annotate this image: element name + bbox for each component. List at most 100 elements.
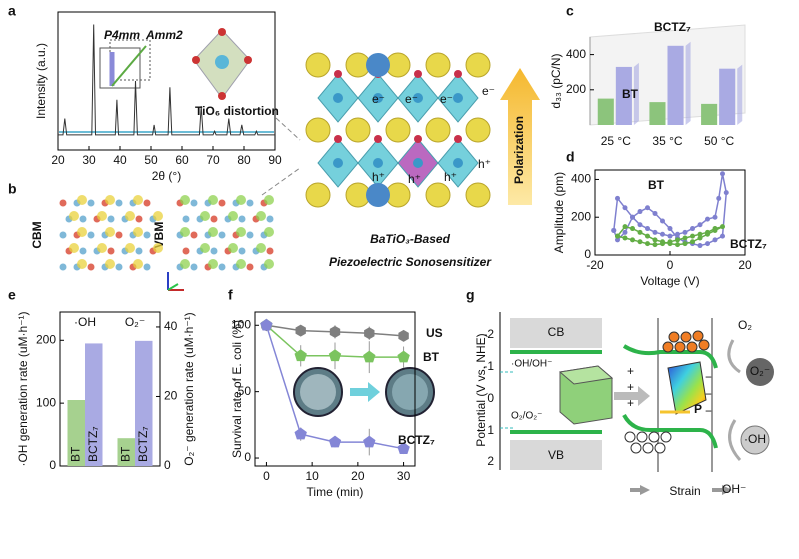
x-tick-label: 90 [268,153,282,167]
marker [660,239,665,245]
marker [697,243,703,249]
series-name: BCTZ₇ [730,237,767,251]
bar [117,438,135,466]
ba-atom [305,52,331,78]
marker [329,325,341,338]
species: O₂⁻ [750,364,770,378]
orbital [97,211,107,221]
crystal-structure [305,52,491,208]
x-tick-label: 80 [237,153,251,167]
polarization-label: Polarization [512,116,526,184]
marker [720,171,725,177]
marker [294,427,307,440]
marker [675,237,680,243]
marker [712,227,718,233]
orbital [153,243,163,253]
atom [143,263,151,271]
polarization: P [694,402,702,416]
marker [705,231,710,237]
hole: h⁺ [372,170,385,184]
marker [398,329,409,342]
ti-atom [333,158,343,168]
y-tick-label: 50 [238,384,252,398]
ba-atom [385,117,411,143]
atom [218,231,226,239]
band-diagram: Potential (V vs. NHE) -2 -1 0 1 2 CB VB … [474,312,774,498]
o-atom [374,135,382,143]
atom [59,231,67,239]
marker [645,205,650,211]
atom [182,247,190,255]
marker [630,214,635,220]
orbital [105,259,115,269]
marker [667,226,673,232]
x-axis-label: Time (min) [307,485,364,499]
marker [363,350,376,363]
x-tick-label: 20 [351,469,365,483]
bar [85,343,103,466]
y-axis-label: Amplitude (pm) [552,172,566,253]
marker [682,241,688,247]
svg-text:+: + [627,380,634,394]
tick-label: -2 [483,327,494,341]
bar [701,103,718,125]
marker [652,237,658,243]
marker [660,218,665,224]
species: O₂ [738,318,752,332]
tick-label: 1 [487,423,494,437]
y-axis-label: Survival rate of E. coli (%) [230,320,244,458]
orbital [133,259,143,269]
marker [645,226,650,232]
marker [720,224,725,230]
marker [615,195,620,201]
x-tick-label: 0 [667,258,674,272]
ti-atom [373,158,383,168]
band-label: CBM [30,221,44,248]
marker [260,318,273,331]
atom [190,263,198,271]
y-tick-label: 200 [36,332,56,346]
marker [675,242,680,248]
species: ·OH [744,432,766,446]
marker [397,442,410,454]
axis-label: Potential (V vs. NHE) [474,333,488,446]
petri-dishes [293,367,435,417]
y-tick-label: 400 [566,47,586,61]
sr-atom [366,53,390,77]
marker [705,241,710,247]
plot-frame [57,11,276,151]
atom [59,199,67,207]
orbital [236,195,246,205]
panel-label: d [566,149,575,165]
orbital [180,195,190,205]
atom [79,247,87,255]
marker [652,210,658,216]
ti-atom [373,93,383,103]
y-axis-label: d₃₃ (pC/N) [549,53,563,108]
orbital [77,195,87,205]
marker [622,205,628,211]
atom [87,199,95,207]
bar-side [633,62,639,125]
y-tick-label: 100 [36,395,56,409]
atom [182,215,190,223]
ba-atom [305,117,331,143]
x-tick-label: 0 [263,469,270,483]
bar-side [737,64,743,125]
connector [275,117,301,141]
atom [210,247,218,255]
series-name: BT [648,178,665,192]
marker [667,233,673,239]
y-axis-label: Intensity (a.u.) [34,43,48,119]
orbital [153,211,163,221]
marker [705,216,710,222]
atom [266,247,274,255]
series-name: BT [423,350,440,364]
orbital [256,211,266,221]
marker [652,242,658,248]
svg-text:+: + [627,364,634,378]
orbital [264,195,274,205]
category-label: 25 °C [601,134,631,148]
bar [667,45,684,125]
